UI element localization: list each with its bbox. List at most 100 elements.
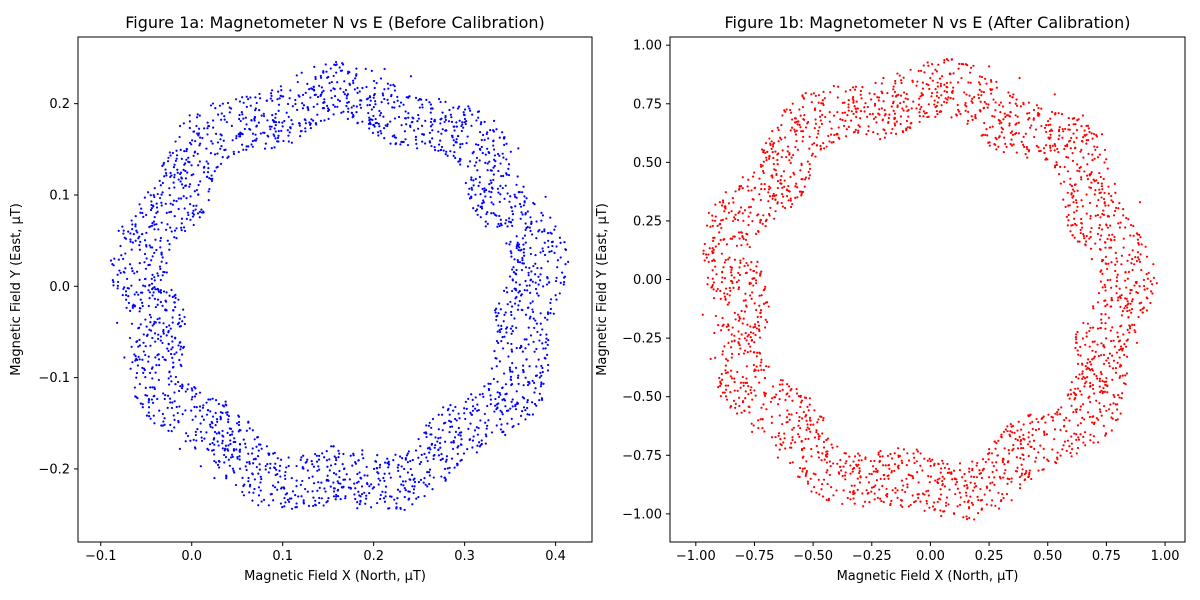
data-point [357,490,360,493]
data-point [501,430,504,434]
data-point [846,496,849,500]
data-point [727,324,730,327]
data-point [727,211,731,214]
data-point [719,381,722,385]
data-point [760,270,763,273]
data-point [987,458,990,461]
data-point [851,86,855,89]
data-point [887,121,890,124]
data-point [858,125,861,128]
data-point [852,460,855,463]
data-point [387,102,390,105]
data-point [168,383,171,386]
data-point [987,65,991,68]
data-point [916,450,920,453]
data-point [977,93,980,96]
data-point [820,415,823,419]
data-point [1074,375,1078,379]
data-point [153,279,156,282]
data-point [356,91,359,94]
data-point [751,398,754,401]
data-point [511,224,514,227]
data-point [405,454,409,457]
data-point [402,484,405,487]
data-point [193,446,197,449]
data-point [941,459,944,462]
data-point [519,414,523,417]
data-point [162,328,165,332]
data-point [1079,150,1082,153]
data-point [959,112,962,116]
data-point [378,466,381,469]
data-point [1034,128,1038,131]
data-point [1099,410,1102,413]
data-point [514,302,517,305]
data-point [535,220,538,223]
data-point [123,356,126,359]
data-point [815,430,818,434]
data-point [297,495,300,498]
data-point [1074,408,1077,411]
data-point [393,85,396,88]
data-point [493,148,496,151]
data-point [143,261,146,264]
data-point [1014,102,1017,105]
data-point [1049,149,1052,152]
data-point [277,109,280,112]
x-tick-label: 0.00 [916,549,945,564]
data-point [787,184,790,188]
data-point [219,133,222,136]
data-point [827,134,830,138]
data-point [772,162,775,166]
data-point [159,335,163,338]
data-point [952,469,956,472]
data-point [860,459,863,462]
data-point [758,381,761,384]
data-point [209,104,213,107]
data-point [1135,282,1138,285]
data-point [526,399,529,402]
data-point [457,134,460,138]
data-point [526,289,529,292]
data-point [1067,213,1070,217]
data-point [417,480,421,484]
data-point [221,447,224,450]
data-point [1110,429,1113,432]
data-point [483,385,486,388]
data-point [339,87,342,90]
data-point [1068,123,1071,127]
data-point [434,436,437,439]
data-point [364,497,368,500]
data-point [225,120,228,124]
data-point [490,431,494,434]
data-point [456,107,460,110]
data-point [444,100,447,103]
data-point [1126,277,1129,280]
data-point [312,496,315,499]
data-point [167,156,170,159]
data-point [374,121,377,125]
data-point [956,81,960,84]
data-point [832,114,836,117]
data-point [1133,323,1136,327]
x-tick-label: 1.00 [1151,549,1180,564]
data-point [138,203,141,206]
data-point [231,455,234,458]
data-point [868,112,872,116]
data-point [990,504,993,507]
data-point [906,109,909,113]
data-point [140,207,143,210]
data-point [1113,209,1117,213]
data-point [980,75,984,79]
data-point [382,94,385,97]
data-point [805,460,808,463]
data-point [545,337,548,340]
data-point [396,497,399,500]
data-point [767,188,771,191]
data-point [323,101,326,104]
data-point [1007,460,1010,463]
data-point [801,105,805,109]
data-point [417,117,420,120]
data-point [733,334,736,337]
data-point [295,74,298,77]
